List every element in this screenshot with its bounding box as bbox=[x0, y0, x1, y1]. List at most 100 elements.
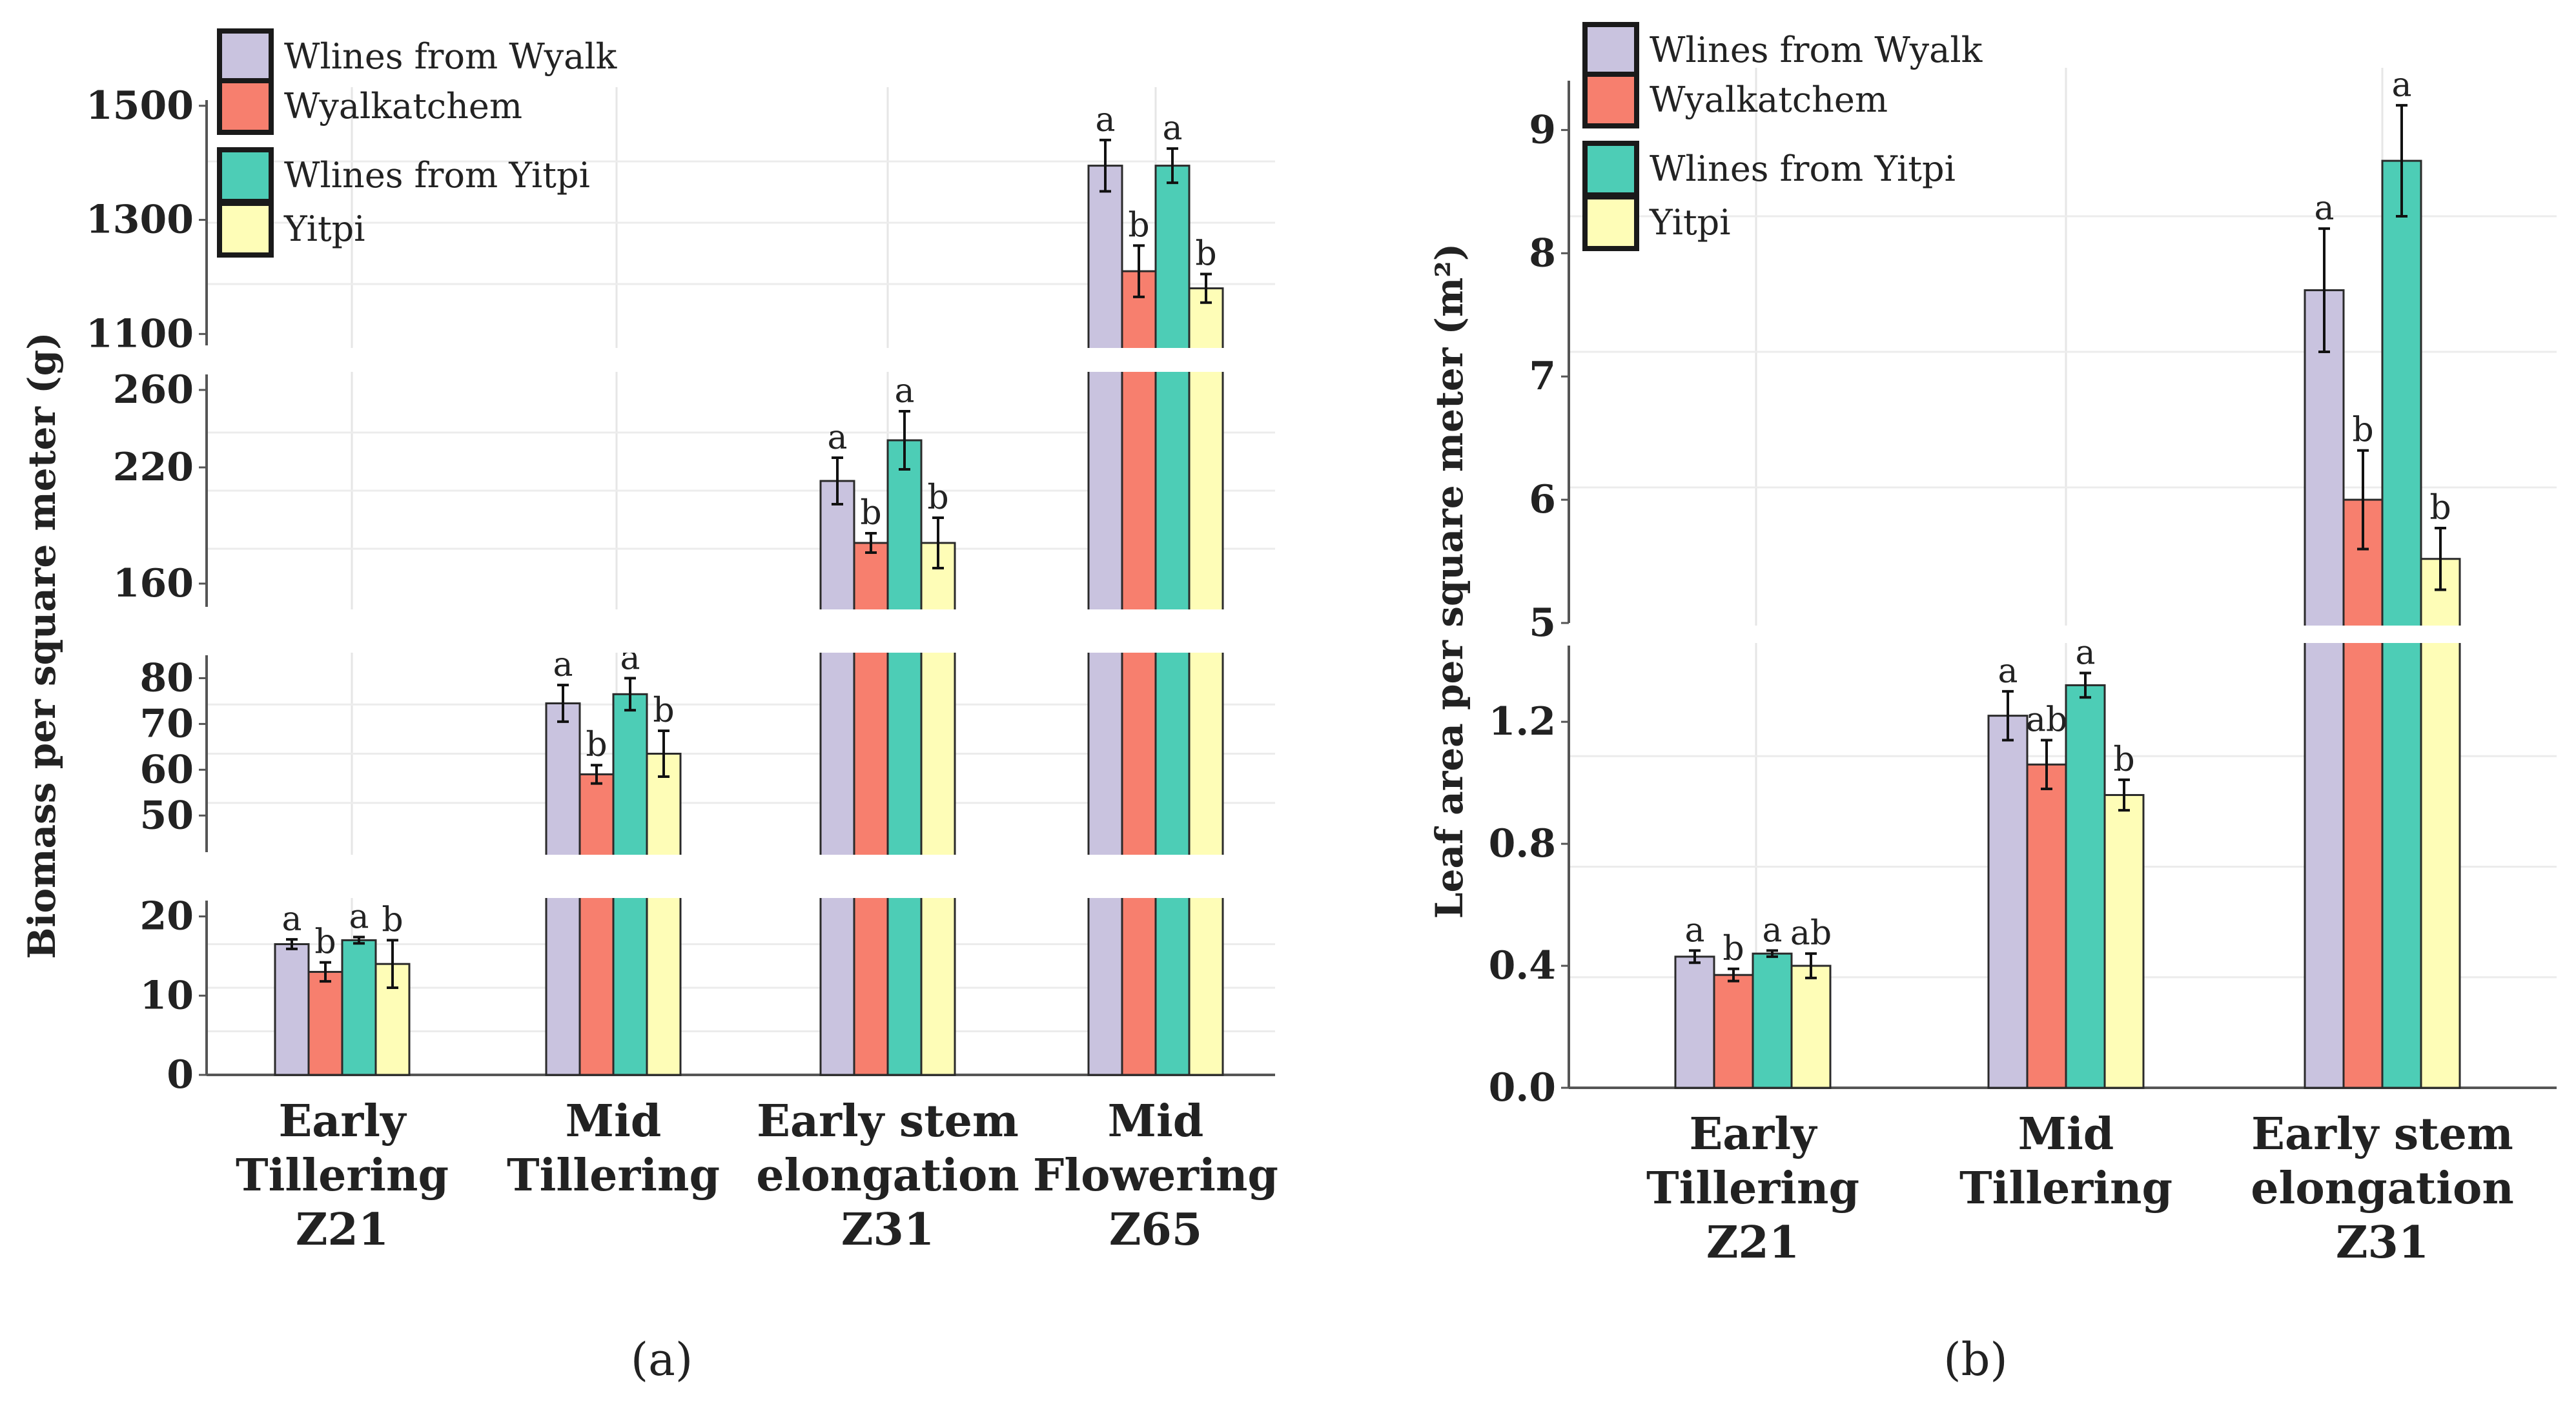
y-tick-label: 7 bbox=[1529, 354, 1556, 399]
legend-swatch-wyalkatchem bbox=[217, 78, 274, 135]
error-bar bbox=[658, 730, 670, 778]
y-tick-label: 80 bbox=[140, 655, 194, 700]
significance-letter: b bbox=[2429, 489, 2451, 527]
y-tick-label: 220 bbox=[113, 445, 194, 490]
y-tick-label: 0.8 bbox=[1489, 821, 1556, 866]
error-bar bbox=[2002, 689, 2014, 742]
legend-swatch-wlines-from-yitpi bbox=[1582, 141, 1639, 198]
significance-letter: b bbox=[1195, 235, 1216, 274]
category-label-line: Z31 bbox=[841, 1204, 934, 1256]
error-bar bbox=[557, 684, 569, 723]
error-bar bbox=[591, 764, 602, 785]
significance-letter: b bbox=[1722, 930, 1744, 968]
y-tick-label: 160 bbox=[113, 561, 194, 606]
axis-break bbox=[203, 609, 1278, 653]
legend-label-wlines-from-wyalk: Wlines from Wyalk bbox=[1650, 30, 1983, 70]
error-bar bbox=[1689, 949, 1701, 964]
y-tick-label: 1100 bbox=[86, 311, 194, 356]
y-axis-title-a: Biomass per square meter (g) bbox=[20, 332, 64, 959]
significance-letter: a bbox=[2391, 66, 2411, 105]
bar-yitpi-3 bbox=[1188, 287, 1224, 1076]
y-tick-label: 8 bbox=[1529, 230, 1556, 276]
category-label-1: Mid Tillering bbox=[1959, 1108, 2172, 1214]
category-label-2: Early stem elongation Z31 bbox=[756, 1096, 1019, 1256]
category-label-line: Z31 bbox=[2336, 1217, 2429, 1269]
significance-letter: a bbox=[827, 418, 847, 457]
bar-wyalkatchem-3 bbox=[1121, 270, 1157, 1076]
y-tick-label: 1.2 bbox=[1489, 699, 1556, 744]
significance-letter: b bbox=[1128, 206, 1149, 245]
bar-wlines-from-wyalk-0 bbox=[274, 943, 310, 1076]
y-tick-label: 260 bbox=[113, 367, 194, 413]
y-tick-label: 5 bbox=[1529, 600, 1556, 646]
y-tick-label: 60 bbox=[140, 747, 194, 792]
error-bar bbox=[286, 938, 298, 950]
category-label-0: Early Tillering Z21 bbox=[1646, 1108, 1859, 1269]
panel-label-b: (b) bbox=[1943, 1333, 2007, 1386]
legend-label-yitpi: Yitpi bbox=[283, 209, 365, 249]
bar-yitpi-1 bbox=[2103, 793, 2145, 1089]
legend-label-wlines-from-yitpi: Wlines from Yitpi bbox=[284, 155, 590, 196]
category-label-line: Tillering bbox=[1959, 1163, 2172, 1214]
error-bar bbox=[2041, 739, 2052, 791]
error-bar bbox=[2396, 104, 2407, 218]
bar-wyalkatchem-0 bbox=[1713, 974, 1754, 1089]
bar-wlines-from-yitpi-2 bbox=[886, 439, 923, 1076]
significance-letter: a bbox=[2314, 189, 2334, 228]
chart-panel-a: 0102050607080160220260110013001500aaaabb… bbox=[20, 28, 1278, 1256]
bar-wlines-from-yitpi-0 bbox=[1752, 952, 1793, 1089]
category-label-line: Mid bbox=[566, 1096, 662, 1147]
error-bar bbox=[832, 456, 843, 505]
significance-letter: ab bbox=[2026, 700, 2067, 739]
legend-swatch-wyalkatchem bbox=[1582, 72, 1639, 128]
y-tick-label: 1300 bbox=[86, 198, 194, 243]
legend-a: Wlines from Wyalk Wyalkatchem Wlines from … bbox=[217, 28, 618, 258]
category-label-line: Z21 bbox=[296, 1204, 389, 1256]
axis-break bbox=[203, 855, 1278, 898]
y-tick-label: 0.0 bbox=[1489, 1065, 1556, 1110]
category-label-line: Tillering bbox=[507, 1150, 720, 1201]
category-label-3: Mid Flowering Z65 bbox=[1033, 1096, 1278, 1256]
category-label-line: Early bbox=[278, 1096, 407, 1147]
y-tick-label: 70 bbox=[140, 701, 194, 746]
axis-break bbox=[203, 348, 1278, 372]
error-bar bbox=[387, 939, 398, 989]
significance-letter: a bbox=[1684, 911, 1704, 950]
significance-letter: a bbox=[1998, 652, 2018, 691]
y-axis-title-b: Leaf area per square meter (m²) bbox=[1427, 243, 1471, 919]
significance-letter: a bbox=[281, 900, 302, 939]
category-label-0: Early Tillering Z21 bbox=[236, 1096, 449, 1256]
category-label-2: Early stem elongation Z31 bbox=[2251, 1108, 2514, 1269]
bar-wlines-from-yitpi-0 bbox=[341, 939, 377, 1076]
legend-swatch-wlines-from-wyalk bbox=[217, 28, 274, 85]
significance-letter: b bbox=[653, 691, 674, 730]
significance-letter: ab bbox=[1790, 914, 1832, 953]
bar-wlines-from-wyalk-2 bbox=[819, 480, 855, 1076]
y-tick-label: 1500 bbox=[86, 83, 194, 128]
bar-wlines-from-yitpi-2 bbox=[2381, 159, 2422, 1089]
category-label-line: elongation bbox=[2251, 1163, 2514, 1214]
category-label-line: elongation bbox=[756, 1150, 1019, 1201]
bar-yitpi-0 bbox=[1790, 964, 1832, 1089]
category-label-line: Z21 bbox=[1706, 1217, 1799, 1269]
error-bar bbox=[1099, 138, 1111, 193]
bar-wyalkatchem-2 bbox=[2342, 498, 2384, 1089]
error-bar bbox=[2435, 527, 2446, 591]
error-bar bbox=[2318, 227, 2330, 353]
category-label-line: Mid bbox=[1108, 1096, 1204, 1147]
legend-label-yitpi: Yitpi bbox=[1649, 202, 1731, 243]
legend-b: Wlines from Wyalk Wyalkatchem Wlines from … bbox=[1582, 22, 1983, 251]
y-tick-label: 50 bbox=[140, 793, 194, 838]
error-bar bbox=[2357, 449, 2369, 551]
y-tick-label: 6 bbox=[1529, 477, 1556, 522]
category-label-line: Early stem bbox=[2251, 1108, 2513, 1160]
error-bar bbox=[1133, 244, 1145, 298]
significance-letter: a bbox=[349, 897, 369, 936]
legend-swatch-yitpi bbox=[1582, 194, 1639, 251]
bar-wlines-from-wyalk-2 bbox=[2304, 289, 2345, 1089]
bar-wlines-from-wyalk-0 bbox=[1674, 955, 1715, 1089]
legend-swatch-yitpi bbox=[217, 201, 274, 258]
significance-letter: b bbox=[927, 478, 948, 517]
axis-break bbox=[1565, 626, 2559, 643]
